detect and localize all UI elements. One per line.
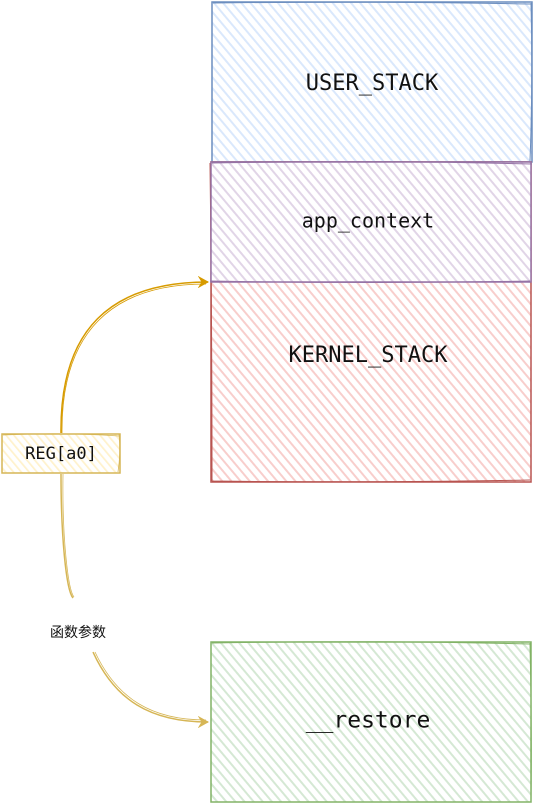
user-stack-label: USER_STACK — [306, 71, 439, 96]
app-context-block: app_context — [209, 161, 533, 283]
arrow-reg-to-restore-lower — [92, 651, 208, 722]
arrow-reg-to-restore-upper — [60, 473, 74, 599]
user-stack-block: USER_STACK — [211, 1, 533, 163]
arrow-reg-to-restore-upper-sketch — [62, 473, 75, 598]
app-context-label: app_context — [302, 209, 434, 233]
arrow-reg-to-restore-lower-sketch — [94, 651, 207, 721]
register-label: REG[a0] — [25, 444, 97, 464]
restore-label: __restore — [306, 708, 431, 734]
restore-block: __restore — [210, 641, 532, 803]
register-box: REG[a0] — [1, 433, 121, 474]
arrow-reg-to-context-sketch — [61, 283, 207, 434]
arrow-reg-to-context — [60, 282, 208, 434]
edge-label-function-argument: 函数参数 — [50, 624, 106, 641]
kernel-stack-label: KERNEL_STACK — [289, 343, 449, 368]
